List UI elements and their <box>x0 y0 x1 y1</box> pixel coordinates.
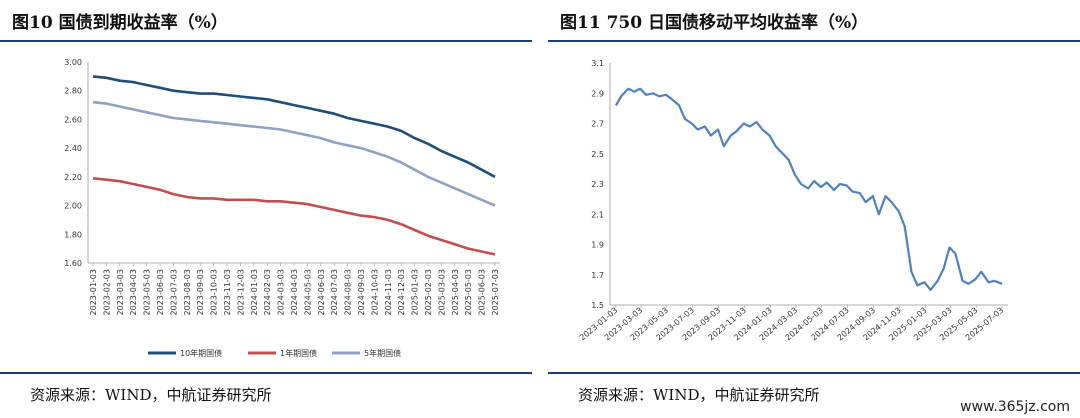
right-y-tick-label: 2.3 <box>591 180 604 189</box>
right-figure: 图11 750 日国债移动平均收益率（%） 3.1 2.9 2.7 2.5 2.3 2.1… <box>548 0 1080 418</box>
watermark: www.365jz.com <box>956 398 1074 416</box>
left-x-tick-label: 2025-03-03 <box>437 269 446 316</box>
left-x-tick-label: 2023-07-03 <box>169 269 178 316</box>
left-figure-title: 图10 国债到期收益率（%） <box>12 13 228 33</box>
left-x-tick-label: 2023-06-03 <box>156 269 165 316</box>
left-y-tick-label: 1.80 <box>64 230 82 239</box>
left-y-tick-label: 2.40 <box>64 144 82 153</box>
left-x-tick-label: 2024-08-03 <box>344 269 353 316</box>
left-x-tick-label: 2023-02-03 <box>102 269 111 316</box>
left-x-tick-label: 2023-09-03 <box>196 269 205 316</box>
left-x-tick-label: 2024-11-03 <box>384 269 393 316</box>
right-y-tick-label: 2.5 <box>591 150 604 159</box>
right-figure-title: 图11 750 日国债移动平均收益率（%） <box>560 13 869 33</box>
left-source-note: 资源来源：WIND，中航证券研究所 <box>30 386 272 404</box>
left-x-tick-label: 2023-08-03 <box>183 269 192 316</box>
left-x-tick-label: 2024-06-03 <box>317 269 326 316</box>
right-source-note: 资源来源：WIND，中航证券研究所 <box>578 386 820 404</box>
left-bottom-rule <box>0 372 532 374</box>
left-series-line <box>92 100 496 207</box>
right-y-tick-label: 1.5 <box>591 301 604 310</box>
right-top-rule <box>548 40 1080 42</box>
left-y-tick-label: 2.60 <box>64 115 82 124</box>
left-x-tick-label: 2024-03-03 <box>277 269 286 316</box>
left-x-tick-label: 2025-01-03 <box>411 269 420 316</box>
left-legend-label: 1年期国债 <box>280 348 317 358</box>
right-y-tick-label: 2.7 <box>591 120 604 129</box>
left-x-tick-label: 2023-12-03 <box>236 269 245 316</box>
left-y-tick-label: 2.80 <box>64 87 82 96</box>
right-y-tick-label: 3.1 <box>591 59 604 68</box>
left-x-tick-label: 2024-09-03 <box>357 269 366 316</box>
left-x-tick-label: 2024-07-03 <box>330 269 339 316</box>
left-x-tick-label: 2025-05-03 <box>464 269 473 316</box>
right-y-tick-label: 1.9 <box>591 241 604 250</box>
right-series-line <box>615 87 1003 291</box>
left-series-line <box>92 75 496 179</box>
left-legend-label: 10年期国债 <box>180 348 222 358</box>
left-y-tick-label: 3.00 <box>64 58 82 67</box>
left-x-tick-label: 2024-02-03 <box>263 269 272 316</box>
left-series-line <box>92 177 496 256</box>
left-x-tick-label: 2023-04-03 <box>129 269 138 316</box>
left-x-tick-label: 2024-10-03 <box>370 269 379 316</box>
left-chart: 3.00 2.80 2.60 2.40 2.20 2.00 1.80 1.60 2023-01-… <box>64 58 500 358</box>
left-x-tick-label: 2023-01-03 <box>89 269 98 316</box>
left-y-tick-label: 2.00 <box>64 202 82 211</box>
left-x-tick-label: 2024-05-03 <box>303 269 312 316</box>
left-x-tick-label: 2024-04-03 <box>290 269 299 316</box>
left-x-tick-label: 2024-01-03 <box>250 269 259 316</box>
right-chart: 3.12.92.72.52.32.11.91.71.52023-01-03202… <box>578 59 1008 342</box>
left-x-tick-label: 2025-02-03 <box>424 269 433 316</box>
right-y-tick-label: 2.1 <box>591 210 604 219</box>
left-x-tick-label: 2025-04-03 <box>451 269 460 316</box>
left-y-tick-label: 2.20 <box>64 173 82 182</box>
left-x-tick-label: 2025-07-03 <box>491 269 500 316</box>
right-y-tick-label: 2.9 <box>591 89 604 98</box>
left-x-tick-label: 2023-05-03 <box>143 269 152 316</box>
left-x-tick-label: 2025-06-03 <box>478 269 487 316</box>
left-x-tick-label: 2023-10-03 <box>210 269 219 316</box>
right-y-tick-label: 1.7 <box>591 271 604 280</box>
left-x-tick-label: 2024-12-03 <box>397 269 406 316</box>
left-y-tick-label: 1.60 <box>64 259 82 268</box>
left-x-tick-label: 2023-11-03 <box>223 269 232 316</box>
left-x-tick-label: 2023-03-03 <box>116 269 125 316</box>
left-legend-label: 5年期国债 <box>364 348 401 358</box>
left-figure: 图10 国债到期收益率（%） 3.00 2.80 2.60 2.40 2.20 2.00 1… <box>0 0 532 418</box>
left-top-rule <box>0 40 532 42</box>
right-bottom-rule <box>548 372 1080 374</box>
